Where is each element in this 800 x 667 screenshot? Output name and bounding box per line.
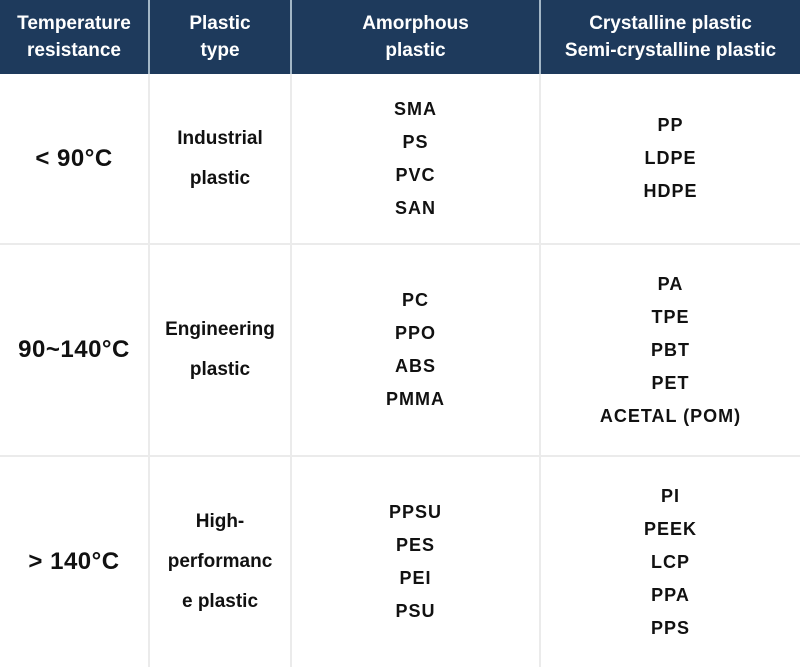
cell-amorphous-row3: PPSU PES PEI PSU [290, 455, 539, 667]
header-temperature-resistance: Temperature resistance [0, 0, 148, 74]
line: PEEK [643, 518, 698, 539]
cell-temperature-row3: > 140°C [0, 455, 148, 667]
line: PC [401, 290, 429, 310]
line: PEI [399, 568, 432, 588]
line: LDPE [644, 148, 697, 168]
line: PP [657, 115, 684, 135]
cell-plastic-type-row1: Industrial plastic [148, 74, 290, 243]
line: LCP [651, 551, 690, 572]
cell-amorphous-row1: SMA PS PVC SAN [290, 74, 539, 243]
line: resistance [26, 40, 121, 61]
line: PI [660, 485, 680, 506]
line: High- [195, 511, 245, 532]
header-amorphous-plastic: Amorphous plastic [290, 0, 539, 74]
line: plastic [385, 40, 446, 61]
cell-plastic-type-row3: High-performanc e plastic [148, 455, 290, 667]
line: performanc [167, 551, 273, 572]
line: PPO [394, 323, 436, 343]
cell-temperature-row2: 90~140°C [0, 243, 148, 455]
cell-amorphous-row2: PC PPO ABS PMMA [290, 243, 539, 455]
line: ACETAL (POM) [599, 405, 742, 426]
line: Amorphous [362, 13, 469, 34]
line: PBT [651, 339, 690, 360]
line: PPS [650, 617, 691, 638]
line: PES [395, 535, 436, 555]
line: Temperature [17, 13, 131, 34]
header-crystalline-plastic: Crystalline plastic Semi-crystalline plas… [539, 0, 800, 74]
cell-crystalline-row2: PA TPE PBT PET ACETAL (POM) [539, 243, 800, 455]
line: Plastic [189, 13, 251, 34]
cell-crystalline-row3: PI PEEK LCP PPA PPS [539, 455, 800, 667]
line: HDPE [643, 181, 698, 201]
line: Engineering [165, 319, 275, 340]
cell-crystalline-row1: PP LDPE HDPE [539, 74, 800, 243]
line: Semi-crystalline plastic [564, 40, 777, 61]
line: Industrial [177, 127, 263, 149]
line: Crystalline plastic [589, 13, 752, 34]
line: PET [651, 372, 690, 393]
line: SAN [394, 197, 436, 218]
line: PPA [651, 584, 690, 605]
cell-plastic-type-row2: Engineering plastic [148, 243, 290, 455]
line: PSU [395, 601, 436, 621]
line: PPSU [388, 502, 443, 522]
line: PMMA [386, 389, 445, 409]
line: TPE [651, 306, 690, 327]
line: PVC [395, 164, 436, 185]
line: ABS [394, 356, 436, 376]
line: plastic [189, 359, 251, 380]
header-plastic-type: Plastic type [148, 0, 290, 74]
line: e plastic [181, 591, 259, 612]
line: plastic [189, 167, 251, 189]
cell-temperature-row1: < 90°C [0, 74, 148, 243]
line: PA [657, 273, 684, 294]
line: type [200, 40, 240, 61]
line: PS [402, 131, 429, 152]
line: SMA [394, 98, 437, 119]
